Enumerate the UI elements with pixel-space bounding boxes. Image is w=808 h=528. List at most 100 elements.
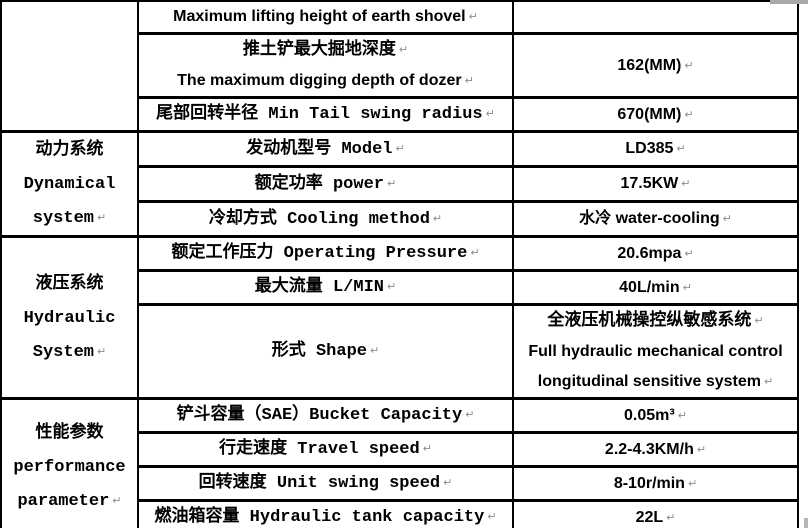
value-text: 全液压机械操控纵敏感系统 <box>547 312 752 331</box>
param-text: 最大流量 L/MIN <box>254 278 384 297</box>
paragraph-mark: ↵ <box>684 107 694 121</box>
value-text: 20.6mpa <box>617 244 682 262</box>
paragraph-mark: ↵ <box>485 107 495 120</box>
section-label: System <box>32 342 94 362</box>
value-text: longitudinal sensitive system <box>537 373 761 390</box>
paragraph-mark: ↵ <box>696 442 707 456</box>
paragraph-mark: ↵ <box>422 442 432 455</box>
paragraph-mark: ↵ <box>112 493 122 507</box>
paragraph-mark: ↵ <box>370 344 380 357</box>
section-label: parameter <box>17 491 110 511</box>
value-text: 162(MM) <box>617 56 682 74</box>
paragraph-mark: ↵ <box>677 408 687 422</box>
value-text: 水冷 water-cooling <box>579 210 720 227</box>
param-text: 发动机型号 Model <box>246 139 393 159</box>
value-cell: 40L/min ↵ <box>512 269 799 306</box>
param-cell: 最大流量 L/MIN ↵ <box>137 269 514 306</box>
param-cell: 额定工作压力 Operating Pressure ↵ <box>137 235 514 272</box>
param-text: 铲斗容量（SAE）Bucket Capacity <box>176 406 463 425</box>
paragraph-mark: ↵ <box>684 58 694 72</box>
paragraph-mark: ↵ <box>470 246 480 259</box>
value-text: 670(MM) <box>617 105 682 123</box>
param-cell: 燃油箱容量 Hydraulic tank capacity ↵ <box>137 499 514 528</box>
paragraph-mark: ↵ <box>432 211 443 225</box>
paragraph-mark: ↵ <box>443 476 453 489</box>
paragraph-mark: ↵ <box>754 314 764 327</box>
paragraph-mark: ↵ <box>676 142 686 155</box>
value-text: 8-10r/min <box>613 474 685 492</box>
paragraph-mark: ↵ <box>387 280 397 293</box>
value-text: LD385 <box>625 140 674 157</box>
param-cell: 额定功率 power ↵ <box>137 165 514 203</box>
paragraph-mark: ↵ <box>468 10 478 23</box>
value-cell: 2.2-4.3KM/h ↵ <box>512 431 799 468</box>
value-cell: 22L ↵ <box>512 499 799 528</box>
section-cell-hydraulic-system: 液压系统 Hydraulic System ↵ <box>0 235 139 400</box>
value-cell: 8-10r/min ↵ <box>512 465 799 502</box>
scrollbar-fragment-corner[interactable] <box>804 518 808 528</box>
value-cell: 20.6mpa ↵ <box>512 235 799 272</box>
param-cell: 回转速度 Unit swing speed ↵ <box>137 465 514 502</box>
paragraph-mark: ↵ <box>464 74 474 87</box>
scrollbar-fragment-top[interactable] <box>770 0 808 4</box>
param-text: 尾部回转半径 Min Tail swing radius <box>156 105 483 124</box>
value-cell: LD385 ↵ <box>512 130 799 168</box>
param-text: 额定功率 power <box>254 174 384 194</box>
value-text: 22L <box>635 508 664 526</box>
section-label: 动力系统 <box>35 141 104 160</box>
param-text: Maximum lifting height of earth shovel <box>173 8 466 25</box>
value-cell: 0.05m³ ↵ <box>512 397 799 434</box>
param-text: 推土铲最大掘地深度 <box>242 41 396 60</box>
param-cell: Maximum lifting height of earth shovel ↵ <box>137 0 514 35</box>
paragraph-mark: ↵ <box>763 375 774 388</box>
paragraph-mark: ↵ <box>487 510 497 523</box>
param-text: 行走速度 Travel speed <box>219 440 420 459</box>
param-text: 燃油箱容量 Hydraulic tank capacity <box>154 508 485 527</box>
paragraph-mark: ↵ <box>687 476 698 490</box>
value-cell: 162(MM) ↵ <box>512 32 799 99</box>
param-cell: 发动机型号 Model ↵ <box>137 130 514 168</box>
param-text: 额定工作压力 Operating Pressure <box>171 244 468 263</box>
section-label: Dynamical <box>23 175 116 194</box>
section-cell-dynamical-system: 动力系统 Dynamical system ↵ <box>0 130 139 238</box>
paragraph-mark: ↵ <box>682 280 692 294</box>
value-cell: 全液压机械操控纵敏感系统 ↵ Full hydraulic mechanical … <box>512 303 799 400</box>
value-text: 40L/min <box>619 278 680 296</box>
paragraph-mark: ↵ <box>398 43 409 56</box>
value-text: 2.2-4.3KM/h <box>604 440 694 458</box>
section-cell-performance-parameter: 性能参数 performance parameter ↵ <box>0 397 139 528</box>
paragraph-mark: ↵ <box>387 176 397 190</box>
value-text: 17.5KW <box>620 175 679 192</box>
param-cell: 行走速度 Travel speed ↵ <box>137 431 514 468</box>
param-text: 冷却方式 Cooling method <box>208 209 430 229</box>
value-cell: 17.5KW ↵ <box>512 165 799 203</box>
paragraph-mark: ↵ <box>722 212 732 225</box>
value-cell <box>512 0 799 35</box>
paragraph-mark: ↵ <box>97 344 107 358</box>
section-label: 性能参数 <box>35 423 104 443</box>
param-text: 回转速度 Unit swing speed <box>198 474 441 493</box>
section-label: performance <box>13 457 126 477</box>
paragraph-mark: ↵ <box>666 510 676 524</box>
param-cell: 推土铲最大掘地深度 ↵ The maximum digging depth of … <box>137 32 514 99</box>
param-cell: 铲斗容量（SAE）Bucket Capacity ↵ <box>137 397 514 434</box>
param-cell: 冷却方式 Cooling method ↵ <box>137 200 514 238</box>
param-cell: 尾部回转半径 Min Tail swing radius ↵ <box>137 96 514 133</box>
paragraph-mark: ↵ <box>395 141 405 155</box>
value-text: 0.05m³ <box>624 406 675 424</box>
section-label: system <box>32 209 94 228</box>
paragraph-mark: ↵ <box>97 211 107 224</box>
paragraph-mark: ↵ <box>465 408 475 421</box>
value-cell: 水冷 water-cooling ↵ <box>512 200 799 238</box>
paragraph-mark: ↵ <box>684 246 694 260</box>
section-label: Hydraulic <box>23 308 116 328</box>
paragraph-mark: ↵ <box>681 177 691 190</box>
param-cell: 形式 Shape ↵ <box>137 303 514 400</box>
value-cell: 670(MM) ↵ <box>512 96 799 133</box>
param-text: 形式 Shape <box>271 342 367 361</box>
section-label: 液压系统 <box>35 274 104 294</box>
value-text: Full hydraulic mechanical control <box>528 343 783 360</box>
param-text: The maximum digging depth of dozer <box>177 72 462 89</box>
